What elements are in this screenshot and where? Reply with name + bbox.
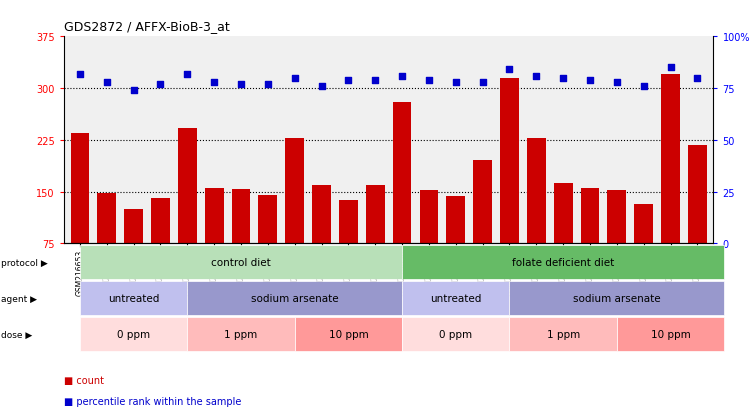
Bar [98,193,116,295]
Bar [608,191,626,295]
Bar [285,138,304,295]
Bar [151,199,170,295]
Text: 1 ppm: 1 ppm [547,330,580,339]
Point [557,75,569,82]
Bar [635,204,653,295]
Text: ■ count: ■ count [64,375,104,385]
Point [530,73,542,80]
Point [342,77,354,84]
Point [692,75,704,82]
Point [155,81,167,88]
Bar [71,133,89,295]
Text: untreated: untreated [108,294,159,304]
Text: ■ percentile rank within the sample: ■ percentile rank within the sample [64,396,241,406]
Point [74,71,86,78]
Point [128,88,140,94]
Text: sodium arsenate: sodium arsenate [573,294,661,304]
Point [181,71,193,78]
Point [665,65,677,71]
Bar [124,209,143,295]
Point [611,79,623,86]
Text: untreated: untreated [430,294,481,304]
Text: 10 ppm: 10 ppm [328,330,368,339]
Bar [178,129,197,295]
Text: GDS2872 / AFFX-BioB-3_at: GDS2872 / AFFX-BioB-3_at [64,20,230,33]
Point [208,79,220,86]
Point [262,81,274,88]
Text: 10 ppm: 10 ppm [650,330,690,339]
Point [101,79,113,86]
Point [235,81,247,88]
Bar [393,102,412,295]
Text: sodium arsenate: sodium arsenate [251,294,339,304]
Bar [473,161,492,295]
Point [423,77,435,84]
Bar [500,78,519,295]
Text: folate deficient diet: folate deficient diet [512,258,614,268]
Bar [446,197,465,295]
Bar [231,190,250,295]
Bar [339,200,357,295]
Text: dose ▶: dose ▶ [1,330,32,339]
Point [369,77,382,84]
Text: 1 ppm: 1 ppm [225,330,258,339]
Point [584,77,596,84]
Text: protocol ▶: protocol ▶ [1,258,47,267]
Bar [205,189,224,295]
Text: control diet: control diet [211,258,271,268]
Bar [553,184,572,295]
Bar [420,191,439,295]
Bar [366,185,385,295]
Bar [581,189,599,295]
Point [477,79,489,86]
Text: 0 ppm: 0 ppm [439,330,472,339]
Text: agent ▶: agent ▶ [1,294,37,303]
Point [450,79,462,86]
Point [503,67,515,74]
Point [288,75,300,82]
Bar [527,138,546,295]
Point [638,83,650,90]
Bar [688,145,707,295]
Point [396,73,408,80]
Bar [312,185,331,295]
Bar [661,75,680,295]
Text: 0 ppm: 0 ppm [117,330,150,339]
Point [315,83,327,90]
Bar [258,195,277,295]
